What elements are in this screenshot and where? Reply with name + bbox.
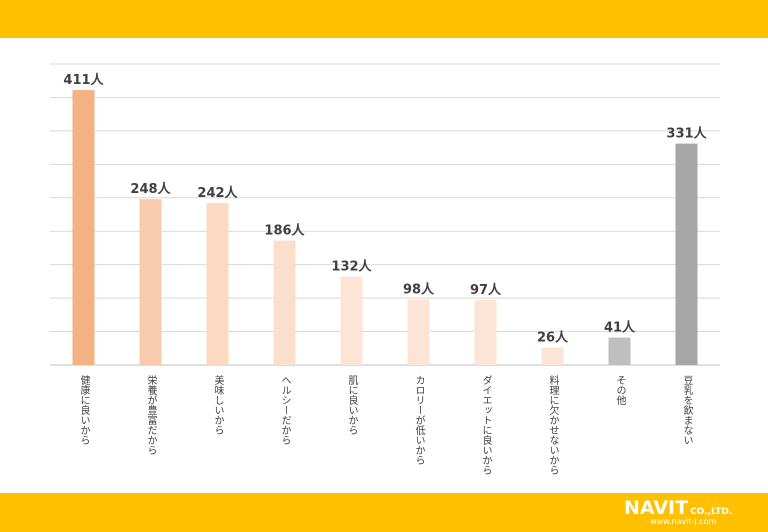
category-label: 健康に良いから xyxy=(78,375,90,445)
top-banner xyxy=(0,0,768,38)
bottom-banner xyxy=(0,493,768,532)
bar xyxy=(273,240,296,365)
category-label: カロリーが低いから xyxy=(413,375,425,465)
bar xyxy=(474,300,497,365)
bar xyxy=(541,347,564,365)
data-label: 98人 xyxy=(403,281,435,297)
data-label: 132人 xyxy=(331,259,372,275)
navit-logo: NAVIT CO.,LTD. www.navit-j.com xyxy=(624,497,754,529)
data-label: 248人 xyxy=(130,181,171,197)
category-label: その他 xyxy=(614,375,626,406)
bar xyxy=(139,199,162,365)
bar xyxy=(608,337,631,365)
bar xyxy=(206,203,229,365)
category-label: ダイエットに良いから xyxy=(480,375,492,475)
bar xyxy=(407,299,430,365)
data-label: 97人 xyxy=(470,282,502,298)
data-label: 186人 xyxy=(264,223,305,239)
category-label: 美味しいから xyxy=(212,374,224,435)
bar xyxy=(340,276,363,365)
category-label: 料理に欠かせないから xyxy=(547,374,559,475)
data-label: 242人 xyxy=(197,185,238,201)
data-label: 411人 xyxy=(63,72,104,88)
category-label: 栄養が豊富だから xyxy=(145,375,157,455)
data-label: 26人 xyxy=(537,330,569,346)
data-label: 331人 xyxy=(666,126,707,142)
logo-suffix: CO.,LTD. xyxy=(690,507,733,517)
category-label: 肌に良いから xyxy=(346,375,358,435)
data-label: 41人 xyxy=(604,320,636,336)
category-label: ヘルシーだから xyxy=(279,375,291,445)
bar xyxy=(675,143,698,365)
bar xyxy=(72,90,95,365)
category-label: 豆乳を飲まない xyxy=(681,375,693,445)
logo-text: NAVIT xyxy=(624,497,689,519)
logo-url: www.navit-j.com xyxy=(650,517,717,526)
